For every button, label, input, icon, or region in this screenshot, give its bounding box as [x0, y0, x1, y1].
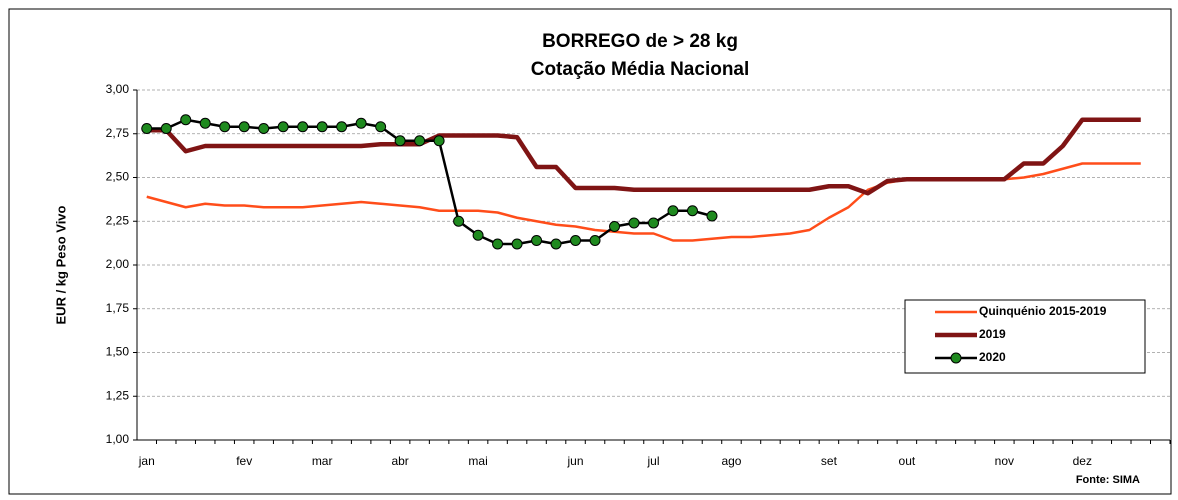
series-marker: [433, 135, 445, 147]
series-line: [146, 117, 1141, 196]
x-tick-label: jan: [138, 454, 155, 468]
x-tick-label: mai: [468, 454, 487, 468]
x-tick-label: jul: [646, 454, 659, 468]
x-tick-label: mar: [312, 454, 333, 468]
series-marker: [706, 210, 718, 222]
series-marker: [667, 205, 679, 217]
series-marker: [355, 117, 367, 129]
series-marker: [628, 217, 640, 229]
series-marker: [180, 114, 192, 126]
y-tick-label: 2,00: [106, 257, 130, 271]
series-marker: [492, 238, 504, 250]
series-marker: [219, 121, 231, 133]
x-tick-label: out: [899, 454, 916, 468]
series-marker: [453, 215, 465, 227]
series-marker: [238, 121, 250, 133]
series-marker: [336, 121, 348, 133]
series-marker: [160, 123, 172, 134]
series-marker: [550, 238, 562, 250]
x-tick-label: ago: [721, 454, 741, 468]
series-marker: [141, 123, 153, 134]
y-tick-label: 2,75: [106, 126, 130, 140]
x-tick-label: abr: [391, 454, 408, 468]
series-marker: [277, 121, 289, 133]
legend-marker: [950, 352, 962, 364]
y-tick-label: 2,25: [106, 213, 130, 227]
x-tick-label: fev: [236, 454, 252, 468]
x-tick-label: nov: [995, 454, 1014, 468]
series-marker: [511, 238, 523, 250]
x-tick-label: dez: [1073, 454, 1092, 468]
series-marker: [414, 135, 426, 147]
y-tick-label: 2,50: [106, 170, 130, 184]
source-note: Fonte: SIMA: [1076, 474, 1140, 486]
chart-subtitle: Cotação Média Nacional: [531, 59, 750, 80]
series-marker: [394, 135, 406, 147]
y-tick-label: 1,00: [106, 432, 130, 446]
series-marker: [258, 123, 270, 134]
chart-title: BORREGO de > 28 kg: [542, 31, 738, 52]
series-marker: [375, 121, 387, 133]
legend-label: 2019: [979, 327, 1006, 341]
y-axis-label: EUR / kg Peso Vivo: [53, 205, 68, 324]
series-marker: [589, 235, 601, 246]
y-tick-label: 1,50: [106, 345, 130, 359]
series-marker: [472, 229, 484, 241]
series-marker: [609, 221, 621, 232]
x-tick-label: jun: [567, 454, 584, 468]
series-marker: [316, 121, 328, 133]
y-tick-label: 1,75: [106, 301, 130, 315]
frame: [8, 8, 1172, 495]
y-tick-label: 1,25: [106, 388, 130, 402]
series-marker: [686, 205, 698, 217]
series-marker: [648, 217, 659, 229]
series-marker: [297, 121, 309, 133]
series-marker: [199, 117, 211, 129]
legend-label: Quinquénio 2015-2019: [979, 304, 1107, 318]
y-tick-label: 3,00: [106, 82, 130, 96]
series-marker: [531, 235, 543, 246]
series-marker: [570, 235, 582, 246]
x-tick-label: set: [821, 454, 838, 468]
legend-label: 2020: [979, 350, 1006, 364]
